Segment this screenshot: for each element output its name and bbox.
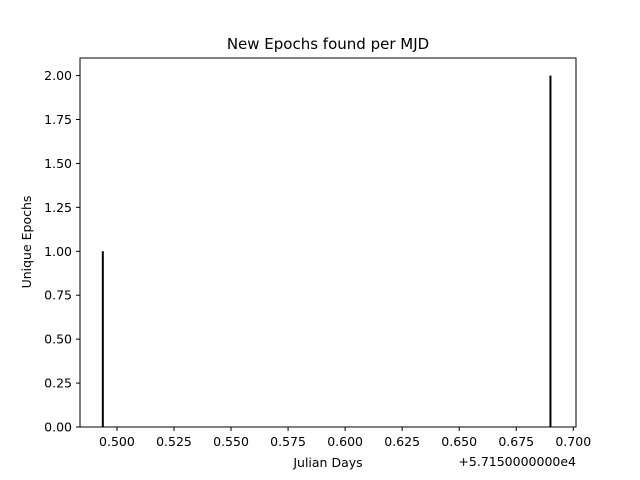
y-tick-label: 0.50 bbox=[44, 332, 72, 347]
x-tick-label: 0.625 bbox=[384, 434, 420, 449]
x-tick-label: 0.575 bbox=[270, 434, 306, 449]
x-tick-label: 0.550 bbox=[213, 434, 249, 449]
y-tick-label: 0.25 bbox=[44, 376, 72, 391]
y-tick-label: 0.00 bbox=[44, 420, 72, 435]
bars bbox=[101, 75, 552, 427]
x-tick-label: 0.675 bbox=[498, 434, 534, 449]
x-tick-label: 0.650 bbox=[441, 434, 477, 449]
y-tick-label: 0.75 bbox=[44, 288, 72, 303]
y-tick-label: 1.25 bbox=[44, 200, 72, 215]
y-tick-label: 1.00 bbox=[44, 244, 72, 259]
chart-title: New Epochs found per MJD bbox=[227, 35, 429, 53]
x-tick-label: 0.525 bbox=[156, 434, 192, 449]
x-tick-label: 0.600 bbox=[327, 434, 363, 449]
x-axis-label: Julian Days bbox=[292, 455, 362, 470]
x-axis-offset-label: +5.7150000000e4 bbox=[458, 454, 576, 469]
y-tick-label: 1.50 bbox=[44, 156, 72, 171]
x-tick-label: 0.700 bbox=[555, 434, 591, 449]
y-tick-label: 2.00 bbox=[44, 68, 72, 83]
x-tick-label: 0.500 bbox=[99, 434, 135, 449]
y-axis-ticks: 0.00 0.25 0.50 0.75 1.00 1.25 1.50 1.75 2.00 bbox=[44, 68, 80, 435]
bar-0 bbox=[101, 251, 104, 427]
bar-1 bbox=[549, 75, 552, 427]
x-axis-ticks: 0.500 0.525 0.550 0.575 0.600 0.625 0.650 0.675… bbox=[99, 427, 591, 449]
y-axis-label: Unique Epochs bbox=[19, 196, 34, 289]
y-tick-label: 1.75 bbox=[44, 112, 72, 127]
plot-frame bbox=[79, 57, 577, 428]
